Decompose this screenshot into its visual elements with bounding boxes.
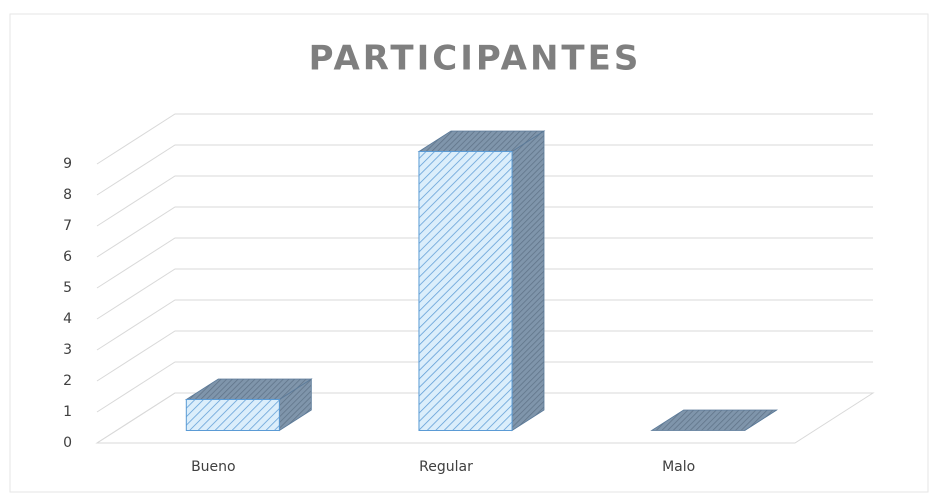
y-tick-label: 1 bbox=[63, 404, 72, 420]
grid-line bbox=[96, 144, 873, 196]
y-tick-label: 7 bbox=[63, 218, 72, 234]
bar bbox=[185, 399, 280, 431]
x-tick-label: Bueno bbox=[191, 459, 236, 475]
grid-line bbox=[96, 299, 873, 351]
grid-line bbox=[96, 330, 873, 382]
y-tick-label: 9 bbox=[63, 156, 72, 172]
bar-top bbox=[650, 409, 779, 431]
bar bbox=[418, 151, 513, 431]
x-tick-label: Regular bbox=[419, 459, 473, 475]
grid-line bbox=[96, 361, 873, 413]
grid-line bbox=[96, 206, 873, 258]
bar-side bbox=[511, 130, 545, 432]
y-tick-label: 5 bbox=[63, 280, 72, 296]
x-tick-label: Malo bbox=[662, 459, 695, 475]
y-tick-label: 0 bbox=[63, 435, 72, 451]
grid-line bbox=[96, 175, 873, 227]
chart-title: PARTICIPANTES bbox=[309, 39, 642, 79]
y-tick-label: 3 bbox=[63, 342, 72, 358]
grid-line bbox=[96, 113, 873, 165]
y-tick-label: 2 bbox=[63, 373, 72, 389]
grid-line bbox=[96, 237, 873, 289]
y-tick-label: 6 bbox=[63, 249, 72, 265]
y-tick-label: 8 bbox=[63, 187, 72, 203]
chart-frame bbox=[9, 13, 929, 493]
grid-line bbox=[96, 268, 873, 320]
grid-line bbox=[96, 392, 873, 444]
y-tick-label: 4 bbox=[63, 311, 72, 327]
